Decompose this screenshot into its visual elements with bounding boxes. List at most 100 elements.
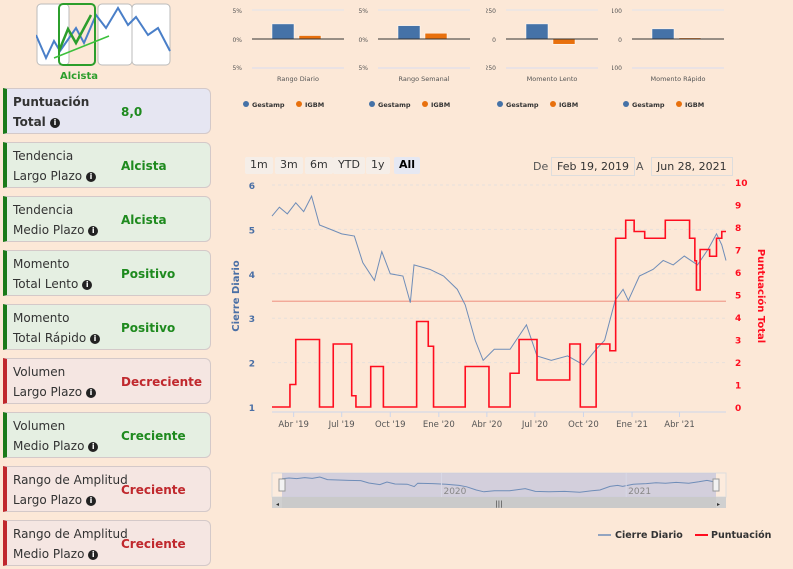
series-cierre-diario[interactable] bbox=[271, 194, 727, 366]
x-tick: Abr '21 bbox=[664, 420, 695, 430]
logo-trend-label: Alcista bbox=[60, 71, 99, 82]
card-value: Alcista bbox=[121, 159, 167, 173]
card-title-line2: Total Lento i bbox=[13, 277, 93, 291]
info-icon[interactable]: i bbox=[88, 549, 99, 560]
legend-gestamp[interactable]: Gestamp bbox=[252, 101, 285, 109]
y-left-tick: 3 bbox=[249, 315, 255, 325]
date-to-input[interactable]: Jun 28, 2021 bbox=[651, 157, 733, 176]
legend-cierre-diario[interactable]: Cierre Diario bbox=[615, 530, 683, 541]
y-right-tick: 10 bbox=[735, 179, 748, 189]
info-icon[interactable]: i bbox=[88, 225, 99, 236]
mini-tick: −250 bbox=[486, 65, 496, 72]
info-icon[interactable]: i bbox=[85, 387, 96, 398]
y-right-tick: 0 bbox=[735, 404, 741, 414]
legend-igbm[interactable]: IGBM bbox=[305, 101, 324, 109]
trend-logo bbox=[35, 3, 171, 66]
y-left-label: Cierre Diario bbox=[231, 260, 242, 332]
card-value: Creciente bbox=[121, 483, 186, 497]
x-tick: Ene '20 bbox=[423, 420, 455, 430]
card-value: Positivo bbox=[121, 267, 176, 281]
legend-igbm[interactable]: IGBM bbox=[559, 101, 578, 109]
y-left-tick: 5 bbox=[249, 226, 255, 236]
info-icon[interactable]: i bbox=[82, 279, 93, 290]
info-icon[interactable]: i bbox=[85, 495, 96, 506]
legend-dot-icon bbox=[296, 101, 302, 107]
card-title-line2: Total i bbox=[13, 115, 60, 129]
legend-dot-icon bbox=[422, 101, 428, 107]
series-puntuacion[interactable] bbox=[272, 219, 726, 408]
card-value: Alcista bbox=[121, 213, 167, 227]
legend-gestamp[interactable]: Gestamp bbox=[506, 101, 539, 109]
card-title-line2-text: Total bbox=[13, 115, 46, 129]
scroll-right-icon[interactable]: ▸ bbox=[717, 501, 720, 508]
mini-tick: 5% bbox=[358, 8, 368, 15]
indicator-card: Volumen Largo Plazo i Decreciente bbox=[3, 358, 211, 404]
navigator-selection[interactable] bbox=[282, 473, 716, 497]
range-button-all[interactable]: All bbox=[394, 157, 421, 174]
mini-tick: 0 bbox=[492, 37, 496, 44]
info-icon[interactable]: i bbox=[90, 333, 101, 344]
x-tick: Abr '20 bbox=[472, 420, 503, 430]
x-tick: Ene '21 bbox=[616, 420, 648, 430]
indicator-card: Tendencia Largo Plazo i Alcista bbox=[3, 142, 211, 188]
card-title-line1: Volumen bbox=[13, 365, 66, 379]
card-title-line2-text: Total Lento bbox=[13, 277, 79, 291]
indicator-card: Tendencia Medio Plazo i Alcista bbox=[3, 196, 211, 242]
info-icon[interactable]: i bbox=[85, 171, 96, 182]
mini-tick: 5% bbox=[232, 8, 242, 15]
mini-tick: 0 bbox=[618, 37, 622, 44]
card-title-line1: Rango de Amplitud bbox=[13, 473, 128, 487]
y-right-tick: 4 bbox=[735, 314, 741, 324]
card-title-line1: Tendencia bbox=[13, 149, 74, 163]
card-title-line2-text: Largo Plazo bbox=[13, 169, 83, 183]
mini-tick: −100 bbox=[612, 65, 622, 72]
mini-chart: 250 0 −250 Momento Lento Gestamp IGBM bbox=[480, 0, 616, 115]
scrollbar-thumb[interactable] bbox=[282, 497, 716, 508]
legend-puntuacion[interactable]: Puntuación bbox=[711, 530, 772, 541]
info-icon[interactable]: i bbox=[88, 441, 99, 452]
scrollbar-grip-icon: ||| bbox=[495, 500, 502, 508]
card-title-line2-text: Largo Plazo bbox=[13, 493, 83, 507]
range-button-3m[interactable]: 3m bbox=[275, 157, 303, 174]
indicator-card: Puntuación Total i 8,0 bbox=[3, 88, 211, 134]
legend-igbm[interactable]: IGBM bbox=[431, 101, 450, 109]
mini-tick: −5% bbox=[232, 65, 242, 72]
navigator-label: 2021 bbox=[628, 487, 651, 497]
info-icon[interactable]: i bbox=[49, 117, 60, 128]
scroll-left-icon[interactable]: ◂ bbox=[276, 501, 279, 508]
card-title-line2: Largo Plazo i bbox=[13, 493, 96, 507]
legend-dot-icon bbox=[497, 101, 503, 107]
navigator-series bbox=[281, 476, 717, 493]
navigator-handle[interactable] bbox=[712, 478, 720, 492]
range-button-1m[interactable]: 1m bbox=[245, 157, 273, 174]
legend-dot-icon bbox=[623, 101, 629, 107]
range-button-6m[interactable]: 6m bbox=[305, 157, 333, 174]
indicator-card: Momento Total Rápido i Positivo bbox=[3, 304, 211, 350]
mini-chart-title: Momento Lento bbox=[527, 75, 578, 83]
card-title-line2: Medio Plazo i bbox=[13, 223, 99, 237]
card-value: Creciente bbox=[121, 537, 186, 551]
navigator-label: 2020 bbox=[443, 487, 466, 497]
y-right-tick: 8 bbox=[735, 224, 741, 234]
navigator-handle[interactable] bbox=[278, 478, 286, 492]
card-title-line2: Medio Plazo i bbox=[13, 547, 99, 561]
card-title-line1: Puntuación bbox=[13, 95, 90, 109]
mini-chart: 100 0 −100 Momento Rápido Gestamp IGBM bbox=[606, 0, 742, 115]
legend-gestamp[interactable]: Gestamp bbox=[632, 101, 665, 109]
card-title-line1: Volumen bbox=[13, 419, 66, 433]
date-to-label: A bbox=[636, 160, 644, 173]
legend-igbm[interactable]: IGBM bbox=[685, 101, 704, 109]
y-left-tick: 4 bbox=[249, 271, 255, 281]
date-from-input[interactable]: Feb 19, 2019 bbox=[551, 157, 635, 176]
mini-tick: 0% bbox=[358, 37, 368, 44]
legend-dot-icon bbox=[550, 101, 556, 107]
legend-gestamp[interactable]: Gestamp bbox=[378, 101, 411, 109]
card-title-line2: Medio Plazo i bbox=[13, 439, 99, 453]
mini-tick: 250 bbox=[486, 8, 496, 15]
card-title-line2: Total Rápido i bbox=[13, 331, 101, 345]
range-button-1y[interactable]: 1y bbox=[366, 157, 390, 174]
range-button-ytd[interactable]: YTD bbox=[333, 157, 365, 174]
indicator-card: Volumen Medio Plazo i Creciente bbox=[3, 412, 211, 458]
y-left-tick: 1 bbox=[249, 404, 255, 414]
